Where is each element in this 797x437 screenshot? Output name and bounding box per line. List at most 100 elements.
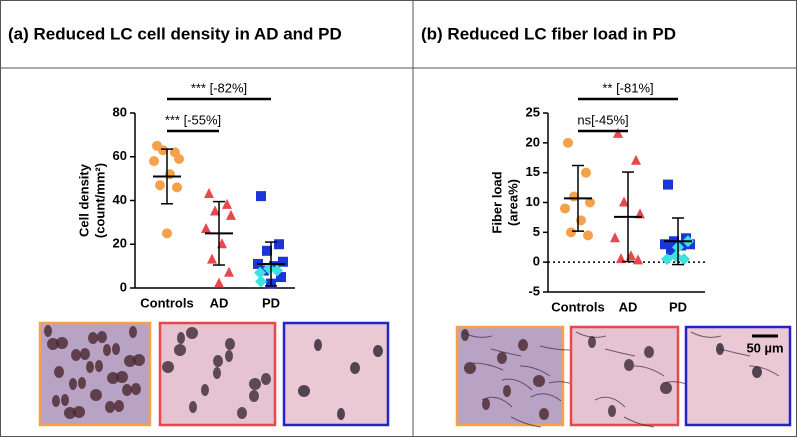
data-point [259,265,269,276]
y-tick-label: 20 [526,134,540,149]
y-tick-label: -5 [528,283,540,298]
x-tick-label: AD [619,299,638,314]
fiber [633,365,665,377]
y-tick-label: 25 [526,104,540,119]
data-point [560,203,570,214]
cell [86,361,94,373]
data-point [158,145,168,156]
data-point [583,230,593,241]
y-axis-label: (area%) [505,179,520,226]
y-tick-label: 5 [533,224,540,239]
cell [464,362,476,374]
x-tick-label: Controls [551,299,604,314]
fiber [501,378,533,391]
cell [249,378,261,390]
data-point [274,239,284,250]
y-tick-label: 0 [533,254,540,269]
cell [186,327,198,339]
cell [588,336,596,348]
data-point [254,266,266,279]
data-point [666,245,676,256]
y-tick-label: 0 [120,279,127,294]
cell [162,361,174,373]
y-tick-label: 60 [113,148,127,163]
panel-title: (b) Reduced LC fiber load in PD [421,24,676,43]
fiber [623,416,655,428]
fiber [530,393,562,402]
y-tick-label: 10 [526,194,540,209]
cell [69,378,77,390]
fiber [748,365,780,377]
x-tick-label: Controls [140,295,193,310]
data-point [155,180,165,191]
cell [624,359,634,371]
data-point [633,254,643,265]
cell [298,385,310,397]
cell [103,344,111,356]
cell [503,385,511,397]
cell [64,407,76,419]
significance-label: *** [-82%] [191,80,247,95]
cell [201,384,209,396]
cell [177,332,185,344]
fiber [519,365,551,377]
data-point [581,167,591,178]
cell [482,398,490,410]
x-tick-label: AD [210,295,229,310]
data-point [210,205,220,216]
cell [608,405,616,417]
data-point [616,253,626,264]
data-point [610,232,620,243]
cell [350,362,360,374]
cell [78,377,86,389]
panel-title: (a) Reduced LC cell density in AD and PD [8,24,342,43]
cell [129,326,137,338]
data-point [162,228,172,239]
cell [497,352,507,364]
data-point [204,187,214,198]
fiber [490,348,522,357]
data-point [226,209,236,220]
x-tick-label: PD [669,299,687,314]
data-point [563,137,573,148]
histology-image [282,321,390,427]
cell [80,348,90,360]
fiber [575,331,607,338]
histology-image [569,325,680,427]
cell [124,355,136,367]
cell [174,344,186,356]
data-point [224,266,234,277]
cell [112,343,120,355]
cell [133,354,145,366]
cell [56,337,68,349]
data-point [172,182,182,193]
cell [237,407,247,419]
x-tick-label: PD [262,295,280,310]
data-point [256,191,266,202]
data-point [174,153,184,164]
cell [97,331,107,343]
cell [95,360,103,372]
cell [105,401,115,413]
cell [107,372,119,384]
data-point [276,272,286,283]
cell [225,338,235,350]
cell [131,383,141,395]
cell [373,345,383,357]
fiber [510,416,542,428]
data-point [631,154,641,165]
fiber [604,348,636,357]
data-point [149,156,159,167]
cell [116,371,128,383]
histology-image [684,325,792,427]
cell [644,346,654,358]
cell [189,401,197,413]
data-point [660,239,670,250]
cell [539,408,549,420]
cell [660,382,672,394]
data-point [619,196,629,207]
cell [261,373,271,385]
cell [71,349,81,361]
data-point [663,179,673,190]
